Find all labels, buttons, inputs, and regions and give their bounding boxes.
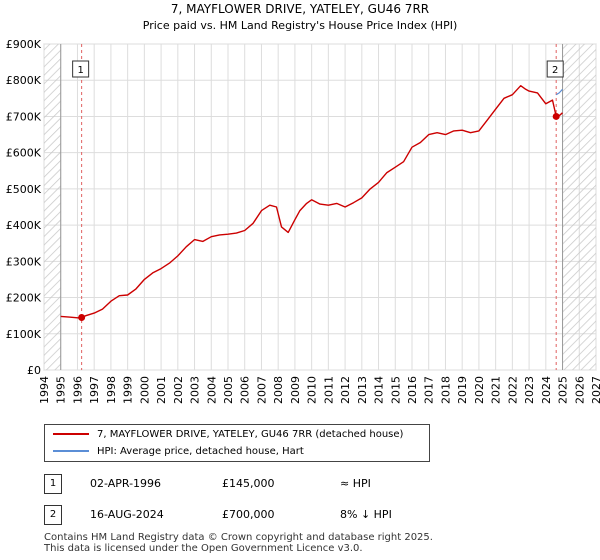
y-tick-label: £200K — [6, 292, 42, 305]
x-tick-label: 2002 — [172, 376, 185, 404]
footer-line-2: This data is licensed under the Open Gov… — [44, 543, 363, 554]
x-tick-label: 2018 — [439, 376, 452, 404]
x-tick-label: 2020 — [473, 376, 486, 404]
legend-label-property: 7, MAYFLOWER DRIVE, YATELEY, GU46 7RR (d… — [97, 429, 404, 440]
hatch-right — [562, 44, 596, 370]
transaction-marker-box — [72, 60, 90, 78]
x-tick-label: 2006 — [239, 376, 252, 404]
x-tick-label: 2022 — [506, 376, 519, 404]
x-tick-label: 2008 — [272, 376, 285, 404]
x-tick-label: 2010 — [306, 376, 319, 404]
legend-item-hpi: HPI: Average price, detached house, Hart — [53, 444, 304, 460]
chart-title: 7, MAYFLOWER DRIVE, YATELEY, GU46 7RR — [171, 2, 429, 16]
hpi-line — [555, 88, 563, 96]
transaction-marker-box — [546, 60, 564, 78]
x-tick-label: 1995 — [55, 376, 68, 404]
legend-label-hpi: HPI: Average price, detached house, Hart — [97, 446, 304, 457]
x-tick-label: 2005 — [222, 376, 235, 404]
x-tick-label: 2017 — [423, 376, 436, 404]
no-data-hatch — [44, 44, 596, 370]
transaction-price: £145,000 — [222, 477, 275, 490]
footer: Contains HM Land Registry data © Crown c… — [44, 532, 433, 554]
y-tick-label: £300K — [6, 255, 42, 268]
transaction-marker-label: 2 — [552, 65, 558, 76]
x-tick-label: 2013 — [356, 376, 369, 404]
y-axis: £0 £100K £200K £300K £400K £500K £600K £700K £80… — [6, 38, 42, 377]
x-tick-label: 2025 — [557, 376, 570, 404]
transaction-hpi: ≈ HPI — [340, 477, 371, 490]
x-tick-label: 2016 — [406, 376, 419, 404]
property-price-line — [60, 84, 563, 319]
x-tick-label: 2027 — [590, 376, 600, 404]
y-tick-label: £900K — [6, 38, 42, 51]
legend: 7, MAYFLOWER DRIVE, YATELEY, GU46 7RR (d… — [44, 424, 430, 462]
x-tick-label: 2026 — [573, 376, 586, 404]
y-tick-label: £800K — [6, 74, 42, 87]
transaction-hpi: 8% ↓ HPI — [340, 508, 392, 521]
transaction-date: 02-APR-1996 — [90, 477, 162, 490]
transaction-number: 1 — [44, 474, 62, 494]
x-tick-label: 2003 — [189, 376, 202, 404]
x-tick-label: 1994 — [38, 376, 51, 404]
chart-subtitle: Price paid vs. HM Land Registry's House … — [143, 19, 458, 32]
transaction-number: 2 — [44, 505, 62, 525]
hatch-left — [44, 44, 61, 370]
x-tick-label: 1998 — [105, 376, 118, 404]
x-tick-label: 2007 — [255, 376, 268, 404]
legend-swatch-property — [53, 433, 89, 435]
x-tick-label: 2001 — [155, 376, 168, 404]
y-tick-label: £400K — [6, 219, 42, 232]
sale-point — [552, 112, 560, 120]
x-tick-label: 2009 — [289, 376, 302, 404]
sale-points — [78, 112, 560, 321]
x-tick-label: 2024 — [540, 376, 553, 404]
chart: 7, MAYFLOWER DRIVE, YATELEY, GU46 7RR Pr… — [6, 2, 600, 404]
series-lines — [60, 84, 563, 319]
x-tick-label: 2021 — [490, 376, 503, 404]
x-tick-label: 1996 — [71, 376, 84, 404]
transaction-date: 16-AUG-2024 — [90, 508, 164, 521]
x-tick-label: 2012 — [339, 376, 352, 404]
transaction-marker-label: 1 — [77, 65, 83, 76]
transaction-price: £700,000 — [222, 508, 275, 521]
x-tick-label: 1999 — [122, 376, 135, 404]
y-tick-label: £100K — [6, 328, 42, 341]
x-tick-label: 2000 — [138, 376, 151, 404]
legend-swatch-hpi — [53, 450, 89, 452]
x-axis: 1994 1995 1996 1997 1998 1999 2000 2001 2002 2003… — [38, 376, 600, 404]
x-tick-label: 2019 — [456, 376, 469, 404]
sale-point — [78, 313, 86, 321]
y-tick-label: £600K — [6, 147, 42, 160]
legend-item-property: 7, MAYFLOWER DRIVE, YATELEY, GU46 7RR (d… — [53, 427, 403, 443]
y-tick-label: £500K — [6, 183, 42, 196]
x-tick-label: 1997 — [88, 376, 101, 404]
x-tick-label: 2004 — [205, 376, 218, 404]
x-tick-label: 2014 — [373, 376, 386, 404]
footer-line-1: Contains HM Land Registry data © Crown c… — [44, 532, 433, 543]
x-tick-label: 2011 — [322, 376, 335, 404]
x-tick-label: 2015 — [389, 376, 402, 404]
y-tick-label: £700K — [6, 110, 42, 123]
y-tick-label: £0 — [27, 364, 41, 377]
x-tick-label: 2023 — [523, 376, 536, 404]
